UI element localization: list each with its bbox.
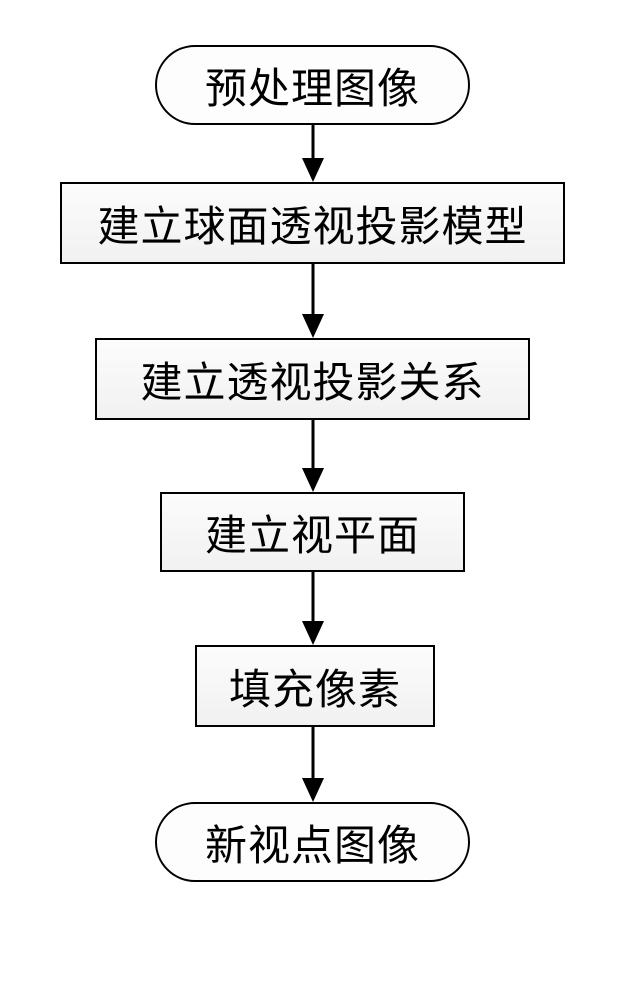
node-label: 预处理图像 <box>205 55 420 116</box>
flowchart-node-end: 新视点图像 <box>155 802 470 882</box>
flowchart-node-start: 预处理图像 <box>155 45 470 125</box>
node-label: 新视点图像 <box>205 812 420 873</box>
node-label: 建立球面透视投影模型 <box>97 193 527 254</box>
flowchart-node-process-2: 建立透视投影关系 <box>95 338 530 420</box>
flowchart-node-process-1: 建立球面透视投影模型 <box>60 182 565 264</box>
node-label: 建立透视投影关系 <box>140 349 484 410</box>
flowchart-canvas: 预处理图像 建立球面透视投影模型 建立透视投影关系 建立视平面 填充像素 新视点… <box>0 0 627 1000</box>
node-label: 建立视平面 <box>205 502 420 563</box>
node-label: 填充像素 <box>229 656 401 717</box>
flowchart-node-process-4: 填充像素 <box>195 645 435 727</box>
flowchart-node-process-3: 建立视平面 <box>160 492 465 572</box>
